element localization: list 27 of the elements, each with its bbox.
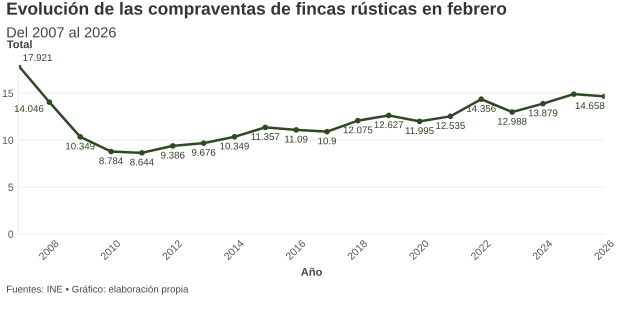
y-axis-title: Total [6,40,32,48]
data-label: 10.349 [66,142,95,150]
data-label: 11.357 [252,133,280,140]
data-label: 11.995 [406,127,434,134]
chart-subtitle: Del 2007 al 2026 [7,26,116,38]
data-label: 10.349 [220,142,249,150]
data-label: 12.627 [374,121,404,128]
data-label: 10.9 [318,137,336,144]
data-label: 9.386 [161,152,184,159]
data-label: 14.658 [576,102,604,110]
x-axis-title: Año [301,268,322,276]
data-label: 8.644 [130,158,154,166]
source-note: Fuentes: INE • Gráfico: elaboración propia [6,285,188,295]
y-tick-label: 0 [8,230,14,238]
data-label: 11.09 [285,136,308,143]
chart-title: Evolución de las compraventas de fincas rústicas en febrero [7,2,506,18]
y-tick-label: 15 [2,90,14,98]
data-label: 8.784 [99,157,123,164]
data-label: 12.075 [344,126,372,134]
y-tick-label: 10 [2,136,14,144]
data-label: 14.046 [14,105,44,112]
data-label: 12.535 [436,122,465,130]
y-tick-label: 5 [8,184,14,191]
data-label: 12.988 [498,118,527,125]
data-label: 9.676 [192,148,216,156]
data-label: 17.921 [23,54,52,62]
data-label: 13.879 [528,110,558,116]
